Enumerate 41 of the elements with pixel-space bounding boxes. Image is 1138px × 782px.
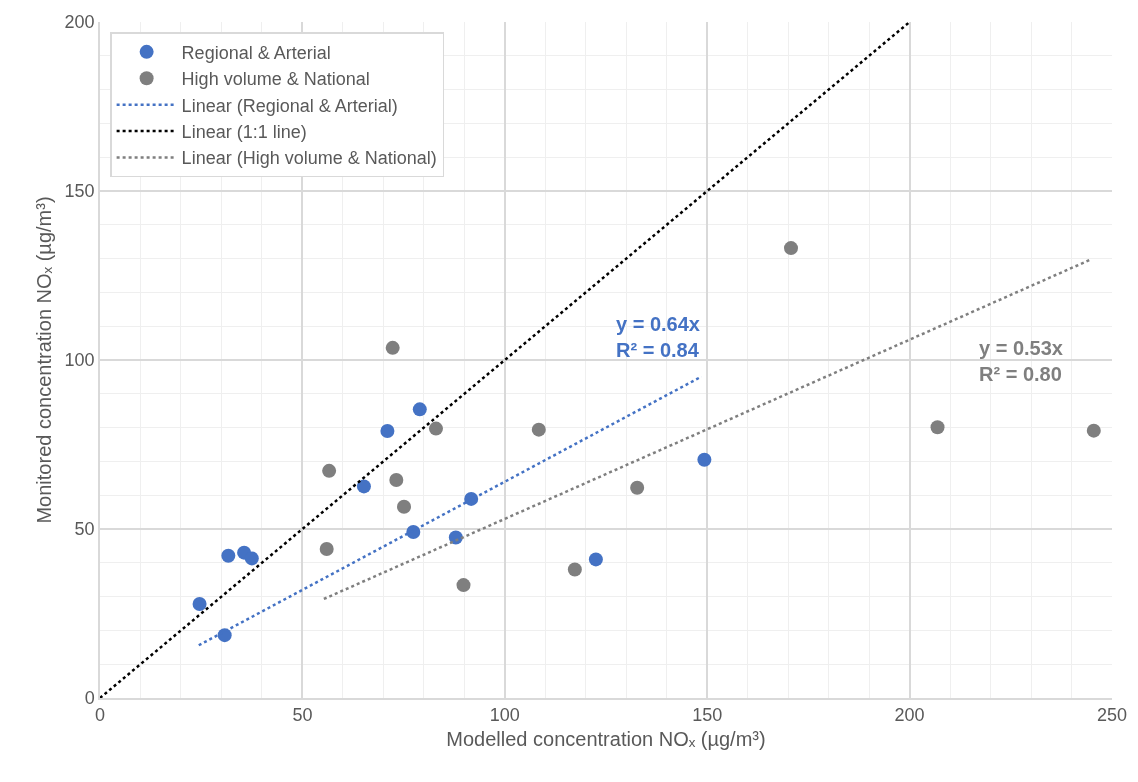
y-tick-label: 200 [64,12,95,33]
point [380,423,395,438]
legend-label: Linear (High volume & National) [181,148,437,169]
x-tick-label: 200 [894,705,925,726]
point [1086,423,1101,438]
point [356,479,371,494]
y-axis-title: Monitored concentration NOₓ (µg/m³) [32,196,55,524]
point [531,422,546,437]
point [456,578,471,593]
point [322,463,337,478]
annotation: y = 0.53x R² = 0.80 [979,337,1063,385]
x-tick-label: 100 [489,705,520,726]
point [784,241,798,256]
legend-label: Linear (1:1 line) [181,122,307,143]
point [389,472,404,487]
y-tick-label: 50 [74,519,95,540]
point [428,421,443,436]
legend-label: Regional & Arterial [181,42,331,63]
point [192,597,207,612]
x-tick-label: 50 [292,705,313,726]
x-tick-label: 150 [692,705,723,726]
point [244,551,259,566]
x-tick-label: 250 [1096,705,1128,726]
point [630,480,645,495]
point [588,552,603,567]
point [567,562,582,577]
y-tick-label: 150 [64,181,95,202]
point [221,548,236,563]
x-axis-title: Modelled concentration NOₓ (µg/m³) [446,728,766,751]
point [385,340,400,355]
point [397,499,411,514]
legend-label: Linear (Regional & Arterial) [181,95,398,116]
y-tick-label: 0 [84,688,95,709]
annotation: y = 0.64x R² = 0.84 [616,313,700,361]
legend-label: High volume & National [181,69,370,90]
point [412,402,427,417]
y-tick-label: 100 [64,350,95,371]
point [319,541,334,556]
point [217,628,232,643]
point [930,420,945,435]
point [697,452,712,467]
